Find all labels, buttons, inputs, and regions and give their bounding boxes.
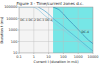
tick-label-y: 10000 xyxy=(6,17,17,21)
annotation: DC-1 DC-2 DC-3 DC-4 xyxy=(20,18,53,22)
tick-label-x: 10000 xyxy=(87,55,98,59)
curve xyxy=(19,7,93,53)
tick-y xyxy=(18,53,19,54)
plot-background xyxy=(19,7,93,53)
tick-label-y: 100000 xyxy=(4,5,17,9)
curve xyxy=(38,7,93,51)
tick-label-x: 1000 xyxy=(74,55,83,59)
annotation: DC-4 xyxy=(82,30,89,34)
tick-label-y: 1000 xyxy=(9,28,18,32)
tick-y xyxy=(18,18,19,19)
plot-frame xyxy=(19,7,93,53)
tick-y xyxy=(18,41,19,42)
title: Figure 3 - Time/current zones d.c. xyxy=(16,1,83,6)
chart: 0.111010010001000010100100010000100000Fi… xyxy=(0,0,100,64)
plot-area xyxy=(19,7,93,53)
tick-label-x: 100 xyxy=(60,55,67,59)
zone-area xyxy=(53,7,93,44)
y-axis-label: Duration t (ms) xyxy=(0,16,4,43)
tick-label-x: 1 xyxy=(33,55,35,59)
tick-y xyxy=(18,7,19,8)
tick-label-x: 10 xyxy=(46,55,50,59)
tick-y xyxy=(18,30,19,31)
x-axis-label: Current I (duration in mA) xyxy=(33,60,79,64)
tick-label-y: 10 xyxy=(13,51,17,55)
tick-label-y: 100 xyxy=(11,40,18,44)
curve xyxy=(53,7,93,44)
